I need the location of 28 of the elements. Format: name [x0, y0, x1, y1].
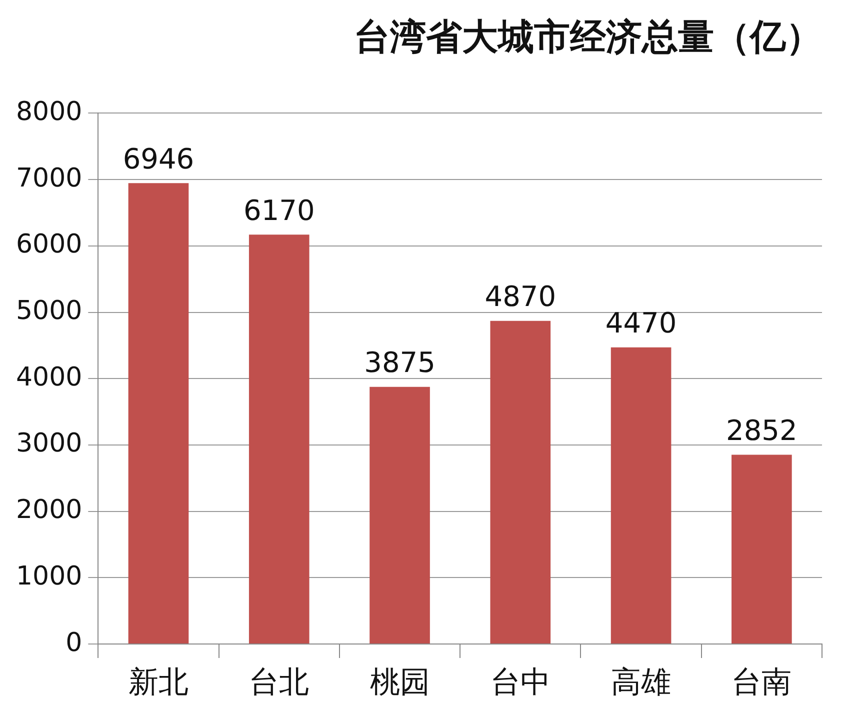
y-tick-label: 5000	[16, 296, 82, 326]
x-tick-label: 新北	[128, 664, 188, 700]
data-label: 3875	[364, 346, 436, 380]
y-tick-label: 3000	[16, 428, 82, 459]
y-tick-label: 8000	[16, 96, 82, 127]
y-tick-label: 6000	[16, 230, 82, 260]
x-tick-label: 台中	[490, 664, 550, 700]
chart-title: 台湾省大城市经济总量（亿）	[354, 16, 822, 58]
x-tick-label: 桃园	[370, 664, 430, 700]
y-tick-label: 1000	[16, 561, 82, 592]
bar	[610, 347, 672, 644]
bar	[732, 454, 792, 644]
bar	[128, 183, 189, 644]
y-tick-label: 2000	[16, 495, 82, 526]
x-tick-label: 台北	[249, 664, 310, 700]
y-tick-label: 7000	[16, 163, 82, 194]
x-tick-label: 高雄	[611, 664, 672, 700]
y-tick-label: 0	[66, 628, 82, 658]
data-label: 2852	[726, 414, 798, 448]
data-label: 4470	[605, 306, 677, 340]
bar	[370, 386, 430, 644]
data-label: 4870	[484, 280, 556, 314]
y-tick-label: 4000	[16, 362, 82, 392]
bar	[490, 320, 551, 644]
bar	[248, 234, 310, 644]
data-label: 6946	[122, 142, 194, 176]
x-tick-label: 台南	[732, 664, 792, 700]
data-label: 6170	[243, 194, 315, 227]
